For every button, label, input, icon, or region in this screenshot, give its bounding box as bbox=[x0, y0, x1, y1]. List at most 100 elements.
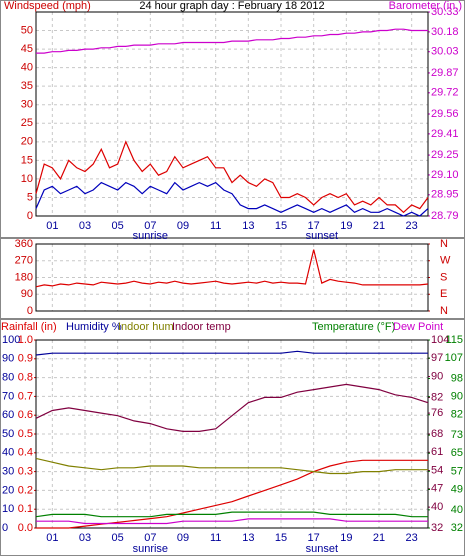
x-tick-label: 01 bbox=[46, 532, 58, 544]
x-tick-label: 07 bbox=[144, 532, 156, 544]
y-tick-label: W bbox=[440, 255, 451, 267]
x-tick-label: 03 bbox=[79, 220, 91, 232]
y-tick-label: 50 bbox=[2, 428, 14, 440]
series-line bbox=[35, 181, 429, 217]
y-tick-label: 29.41 bbox=[431, 128, 459, 140]
annotation: sunrise bbox=[133, 230, 168, 242]
x-tick-label: 23 bbox=[406, 220, 418, 232]
y-tick-label: 50 bbox=[21, 24, 33, 36]
y2-axis-label: Barometer (in.) bbox=[389, 0, 462, 12]
y-tick-label: 180 bbox=[15, 271, 33, 283]
y-tick-label: 100 bbox=[2, 334, 20, 346]
y-tick-label: 25 bbox=[21, 117, 33, 129]
x-tick-label: 13 bbox=[242, 220, 254, 232]
x-tick-label: 11 bbox=[210, 220, 221, 232]
y-tick-label: 40 bbox=[21, 62, 33, 74]
y-tick-label: 10 bbox=[2, 503, 14, 515]
y-tick-label: 29.72 bbox=[431, 87, 459, 99]
y-tick-label: 0.7 bbox=[18, 390, 33, 402]
x-tick-label: 17 bbox=[308, 220, 320, 232]
y-tick-label: 0.5 bbox=[18, 428, 33, 440]
x-tick-label: 19 bbox=[340, 532, 352, 544]
annotation: sunrise bbox=[133, 543, 168, 555]
y-tick-label: 0.3 bbox=[18, 466, 33, 478]
y-tick-label: E bbox=[440, 288, 447, 300]
x-tick-label: 13 bbox=[242, 532, 254, 544]
x-tick-label: 15 bbox=[275, 532, 287, 544]
y-tick-label: N bbox=[440, 238, 448, 250]
y-tick-label: 0.6 bbox=[18, 409, 33, 421]
y-tick-label: 0.2 bbox=[18, 484, 33, 496]
y-tick-label: 30.33 bbox=[431, 6, 459, 18]
y-tick-label: 60 bbox=[2, 409, 14, 421]
y-tick-label: 40 bbox=[431, 501, 443, 513]
panel-wind bbox=[0, 0, 465, 238]
y-tick-label: 49 bbox=[451, 483, 463, 495]
y-tick-label: 90 bbox=[2, 353, 14, 365]
y-tick-label: 10 bbox=[21, 173, 33, 185]
x-tick-label: 03 bbox=[79, 532, 91, 544]
series-line bbox=[35, 511, 428, 518]
y-tick-label: 360 bbox=[15, 238, 33, 250]
series-line bbox=[36, 518, 428, 525]
series-line bbox=[36, 28, 428, 54]
y-tick-label: 20 bbox=[21, 136, 33, 148]
y-tick-label: 54 bbox=[431, 464, 443, 476]
legend-label: Dew Point bbox=[393, 321, 443, 333]
y-tick-label: 5 bbox=[27, 191, 33, 203]
x-tick-label: 07 bbox=[144, 220, 156, 232]
y-tick-label: 28.79 bbox=[431, 210, 459, 222]
series-line bbox=[35, 350, 428, 356]
y-tick-label: 80 bbox=[2, 372, 14, 384]
series-line bbox=[35, 383, 429, 432]
y-tick-label: 20 bbox=[2, 484, 14, 496]
y-tick-label: 68 bbox=[431, 428, 443, 440]
y-tick-label: 0 bbox=[27, 305, 33, 317]
y-tick-label: 30.18 bbox=[431, 26, 459, 38]
y-tick-label: 0.0 bbox=[18, 522, 33, 534]
y-tick-label: 30 bbox=[21, 99, 33, 111]
y-tick-label: 0.9 bbox=[18, 353, 33, 365]
x-tick-label: 01 bbox=[46, 220, 58, 232]
y-tick-label: 104 bbox=[431, 334, 449, 346]
y-tick-label: 40 bbox=[451, 504, 463, 516]
x-tick-label: 15 bbox=[275, 220, 287, 232]
y-tick-label: 115 bbox=[445, 334, 463, 346]
y-tick-label: 107 bbox=[445, 352, 463, 364]
y-tick-label: 90 bbox=[431, 370, 443, 382]
plot-frame bbox=[35, 339, 429, 529]
y-tick-label: 0.8 bbox=[18, 372, 33, 384]
y-tick-label: 0.1 bbox=[18, 503, 33, 515]
annotation: sunset bbox=[306, 543, 338, 555]
y-tick-label: 45 bbox=[21, 43, 33, 55]
series-line bbox=[35, 249, 429, 288]
y-tick-label: 29.87 bbox=[431, 67, 459, 79]
y-tick-label: 1.0 bbox=[18, 334, 33, 346]
y-tick-label: 28.95 bbox=[431, 189, 459, 201]
y-tick-label: 90 bbox=[21, 288, 33, 300]
plot-frame bbox=[35, 11, 429, 217]
x-tick-label: 21 bbox=[373, 220, 385, 232]
annotation: sunset bbox=[306, 230, 338, 242]
y-tick-label: 98 bbox=[451, 372, 463, 384]
chart-title: 24 hour graph day : February 18 2012 bbox=[139, 0, 324, 12]
y-tick-label: 30.03 bbox=[431, 46, 459, 58]
y-tick-label: 76 bbox=[431, 407, 443, 419]
y-tick-label: 270 bbox=[15, 255, 33, 267]
series-line bbox=[36, 459, 428, 529]
plot-frame bbox=[35, 243, 429, 312]
series-line bbox=[35, 140, 429, 214]
x-tick-label: 09 bbox=[177, 220, 189, 232]
y-tick-label: 70 bbox=[2, 390, 14, 402]
y-tick-label: 30 bbox=[2, 466, 14, 478]
x-tick-label: 23 bbox=[406, 532, 418, 544]
y-tick-label: 0.4 bbox=[18, 447, 33, 459]
y-tick-label: 65 bbox=[451, 447, 463, 459]
y-tick-label: S bbox=[440, 271, 447, 283]
x-tick-label: 05 bbox=[112, 532, 124, 544]
series-line bbox=[35, 457, 428, 475]
y-tick-label: 0 bbox=[27, 210, 33, 222]
x-tick-label: 19 bbox=[340, 220, 352, 232]
y-tick-label: 29.56 bbox=[431, 108, 459, 120]
legend-label: Temperature (°F) bbox=[312, 321, 395, 333]
